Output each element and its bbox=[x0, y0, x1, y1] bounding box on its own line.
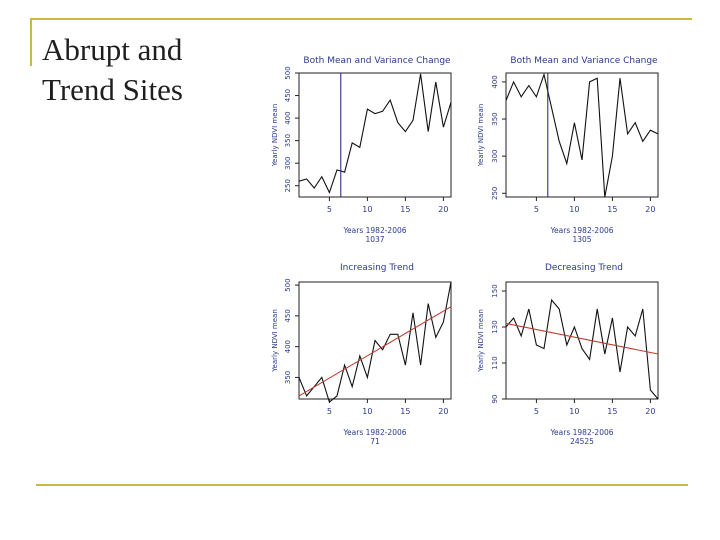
x-tick-label: 5 bbox=[327, 407, 332, 416]
y-tick-label: 250 bbox=[491, 187, 499, 200]
site-id-label: 24525 bbox=[570, 437, 594, 446]
y-axis-label: Yearly NDVI mean bbox=[477, 309, 485, 373]
accent-rule-bottom bbox=[36, 484, 688, 486]
series-line bbox=[505, 72, 659, 198]
y-tick-label: 500 bbox=[284, 278, 292, 291]
x-tick-label: 20 bbox=[645, 407, 655, 416]
y-tick-label: 350 bbox=[284, 371, 292, 384]
x-tick-label: 10 bbox=[569, 407, 579, 416]
y-tick-label: 350 bbox=[491, 112, 499, 125]
plot-frame bbox=[505, 72, 659, 198]
y-tick-label: 300 bbox=[491, 149, 499, 162]
x-tick-label: 10 bbox=[569, 205, 579, 214]
site-id-label: 71 bbox=[370, 437, 380, 446]
plot-frame bbox=[298, 72, 452, 198]
y-tick-label: 110 bbox=[491, 356, 499, 369]
y-tick-label: 130 bbox=[491, 320, 499, 333]
x-tick-label: 15 bbox=[400, 205, 410, 214]
x-axis-label: Years 1982-2006 bbox=[342, 428, 406, 437]
chart-panel-3: Increasing Trend 5 10 15 20 350 400 450 500 Yearl… bbox=[271, 263, 452, 446]
x-tick-label: 20 bbox=[438, 205, 448, 214]
slide-title-line-1: Abrupt and bbox=[42, 32, 183, 67]
series-line bbox=[298, 73, 452, 194]
chart-title: Increasing Trend bbox=[340, 263, 414, 273]
y-axis-label: Yearly NDVI mean bbox=[271, 104, 279, 168]
x-axis-label: Years 1982-2006 bbox=[549, 428, 613, 437]
x-tick-label: 5 bbox=[534, 205, 539, 214]
x-axis-label: Years 1982-2006 bbox=[549, 226, 613, 235]
plot-frame bbox=[505, 281, 659, 400]
y-tick-label: 500 bbox=[284, 66, 292, 79]
y-axis-label: Yearly NDVI mean bbox=[477, 104, 485, 168]
y-axis-label: Yearly NDVI mean bbox=[271, 309, 279, 373]
slide-title: Abrupt and Trend Sites bbox=[42, 30, 262, 110]
x-tick-label: 15 bbox=[400, 407, 410, 416]
trend-line bbox=[505, 322, 659, 355]
y-tick-label: 300 bbox=[284, 156, 292, 169]
x-tick-label: 20 bbox=[645, 205, 655, 214]
chart-title: Both Mean and Variance Change bbox=[510, 56, 658, 66]
y-tick-label: 250 bbox=[284, 179, 292, 192]
y-tick-label: 400 bbox=[491, 75, 499, 88]
y-tick-label: 90 bbox=[491, 395, 499, 404]
site-id-label: 1037 bbox=[365, 235, 384, 244]
series-line bbox=[505, 298, 659, 400]
y-tick-label: 450 bbox=[284, 309, 292, 322]
x-tick-label: 15 bbox=[607, 407, 617, 416]
chart-panel-1: Both Mean and Variance Change 5 10 15 20 250 3… bbox=[271, 56, 452, 244]
series-line bbox=[298, 281, 452, 404]
x-tick-label: 10 bbox=[362, 205, 372, 214]
x-tick-label: 15 bbox=[607, 205, 617, 214]
accent-rule-vertical bbox=[30, 18, 32, 66]
x-tick-label: 5 bbox=[534, 407, 539, 416]
chart-panel-4: Decreasing Trend 5 10 15 20 90 110 130 150 Yearly… bbox=[477, 263, 659, 446]
x-tick-label: 20 bbox=[438, 407, 448, 416]
chart-title: Decreasing Trend bbox=[545, 263, 623, 273]
y-tick-label: 400 bbox=[284, 111, 292, 124]
y-tick-label: 450 bbox=[284, 89, 292, 102]
y-tick-label: 400 bbox=[284, 340, 292, 353]
trend-line bbox=[298, 306, 452, 397]
y-tick-label: 350 bbox=[284, 134, 292, 147]
site-id-label: 1305 bbox=[572, 235, 591, 244]
y-tick-label: 150 bbox=[491, 284, 499, 297]
slide-title-line-2: Trend Sites bbox=[42, 72, 183, 107]
x-tick-label: 10 bbox=[362, 407, 372, 416]
chart-panel-2: Both Mean and Variance Change 5 10 15 20 250 3… bbox=[477, 56, 659, 244]
accent-rule-top bbox=[30, 18, 692, 20]
x-tick-label: 5 bbox=[327, 205, 332, 214]
plot-frame bbox=[298, 281, 452, 400]
x-axis-label: Years 1982-2006 bbox=[342, 226, 406, 235]
chart-title: Both Mean and Variance Change bbox=[303, 56, 451, 66]
